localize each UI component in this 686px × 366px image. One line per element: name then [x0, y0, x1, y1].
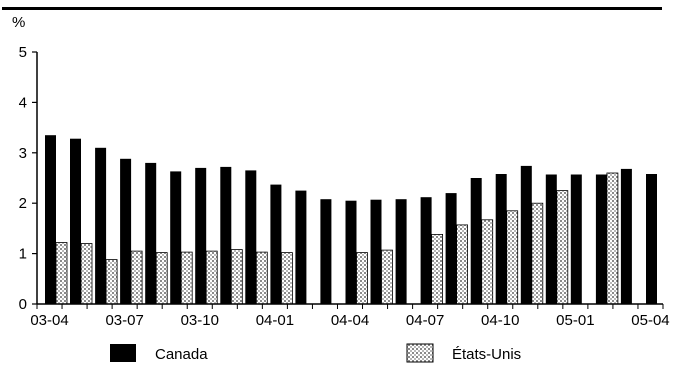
bar-etats-unis-04-12 — [556, 190, 569, 305]
y-unit-label: % — [12, 14, 25, 31]
bar-canada-04-02 — [295, 190, 307, 304]
bar-etats-unis-03-05 — [80, 243, 93, 305]
bar-canada-03-08 — [145, 162, 157, 304]
bar-etats-unis-04-04 — [356, 252, 368, 305]
bars-group — [45, 135, 657, 305]
bar-etats-unis-03-11 — [230, 249, 243, 305]
bar-etats-unis-03-04 — [55, 242, 68, 305]
bar-etats-unis-03-09 — [180, 251, 193, 305]
bar-canada-04-10 — [495, 174, 507, 304]
bar-canada-05-04 — [646, 174, 657, 304]
legend-swatch-etats-unis — [406, 343, 434, 363]
bar-canada-03-04 — [45, 135, 56, 304]
bar-canada-03-12 — [245, 170, 257, 304]
bar-canada-04-08 — [445, 193, 457, 304]
bar-canada-03-07 — [120, 158, 132, 304]
bar-canada-03-09 — [170, 171, 182, 304]
x-tick-label: 03-10 — [181, 312, 219, 329]
bar-etats-unis-03-06 — [105, 259, 118, 305]
legend-label-etats-unis: États-Unis — [452, 346, 521, 363]
bar-canada-04-03 — [320, 199, 332, 304]
bar-canada-03-06 — [95, 147, 107, 304]
bar-etats-unis-04-11 — [531, 202, 544, 305]
bar-etats-unis-03-10 — [205, 250, 218, 305]
legend: Canada États-Unis — [110, 343, 521, 363]
legend-swatch-canada — [110, 344, 136, 362]
x-tick-label: 04-07 — [406, 312, 444, 329]
x-tick-label: 04-10 — [481, 312, 519, 329]
y-tick-label: 5 — [19, 44, 27, 61]
x-tick-label: 05-01 — [556, 312, 594, 329]
bar-canada-04-09 — [470, 178, 482, 304]
bar-etats-unis-04-09 — [481, 219, 494, 305]
bar-canada-03-05 — [70, 138, 81, 304]
bar-canada-04-11 — [520, 165, 532, 304]
y-tick-label: 1 — [19, 246, 27, 263]
bar-etats-unis-04-08 — [456, 224, 469, 305]
y-tick-label: 2 — [19, 195, 27, 212]
bar-etats-unis-04-10 — [506, 210, 519, 305]
bar-canada-04-06 — [395, 199, 407, 304]
y-tick-label: 3 — [19, 145, 27, 162]
bar-etats-unis-04-01 — [280, 252, 293, 305]
bar-canada-04-07 — [420, 197, 432, 304]
x-tick-label: 05-04 — [631, 312, 669, 329]
bar-canada-05-03 — [620, 168, 632, 304]
y-tick-label: 4 — [19, 94, 27, 111]
legend-label-canada: Canada — [155, 346, 208, 363]
x-tick-label: 03-04 — [30, 312, 68, 329]
bar-canada-04-12 — [545, 174, 557, 304]
bar-etats-unis-04-05 — [381, 249, 393, 305]
axes-group: 0 1 2 3 4 5 03-04 03-07 03-10 04-01 04-04 04-07 04-1… — [19, 44, 670, 329]
bar-canada-03-11 — [220, 166, 232, 304]
y-tick-label: 0 — [19, 296, 27, 313]
bar-etats-unis-03-07 — [130, 250, 143, 305]
bar-canada-05-02 — [595, 174, 607, 304]
bar-canada-05-01 — [570, 174, 582, 304]
bar-etats-unis-04-07 — [431, 233, 444, 305]
bar-canada-04-04 — [345, 200, 357, 304]
bar-etats-unis-03-12 — [255, 251, 268, 305]
x-tick-label: 04-04 — [331, 312, 369, 329]
bar-canada-04-01 — [270, 184, 282, 304]
x-tick-label: 03-07 — [105, 312, 143, 329]
x-tick-label: 04-01 — [256, 312, 294, 329]
bar-canada-03-10 — [195, 167, 207, 304]
bar-etats-unis-03-08 — [155, 252, 168, 305]
bar-canada-04-05 — [370, 199, 382, 304]
bar-etats-unis-05-02 — [606, 172, 619, 305]
